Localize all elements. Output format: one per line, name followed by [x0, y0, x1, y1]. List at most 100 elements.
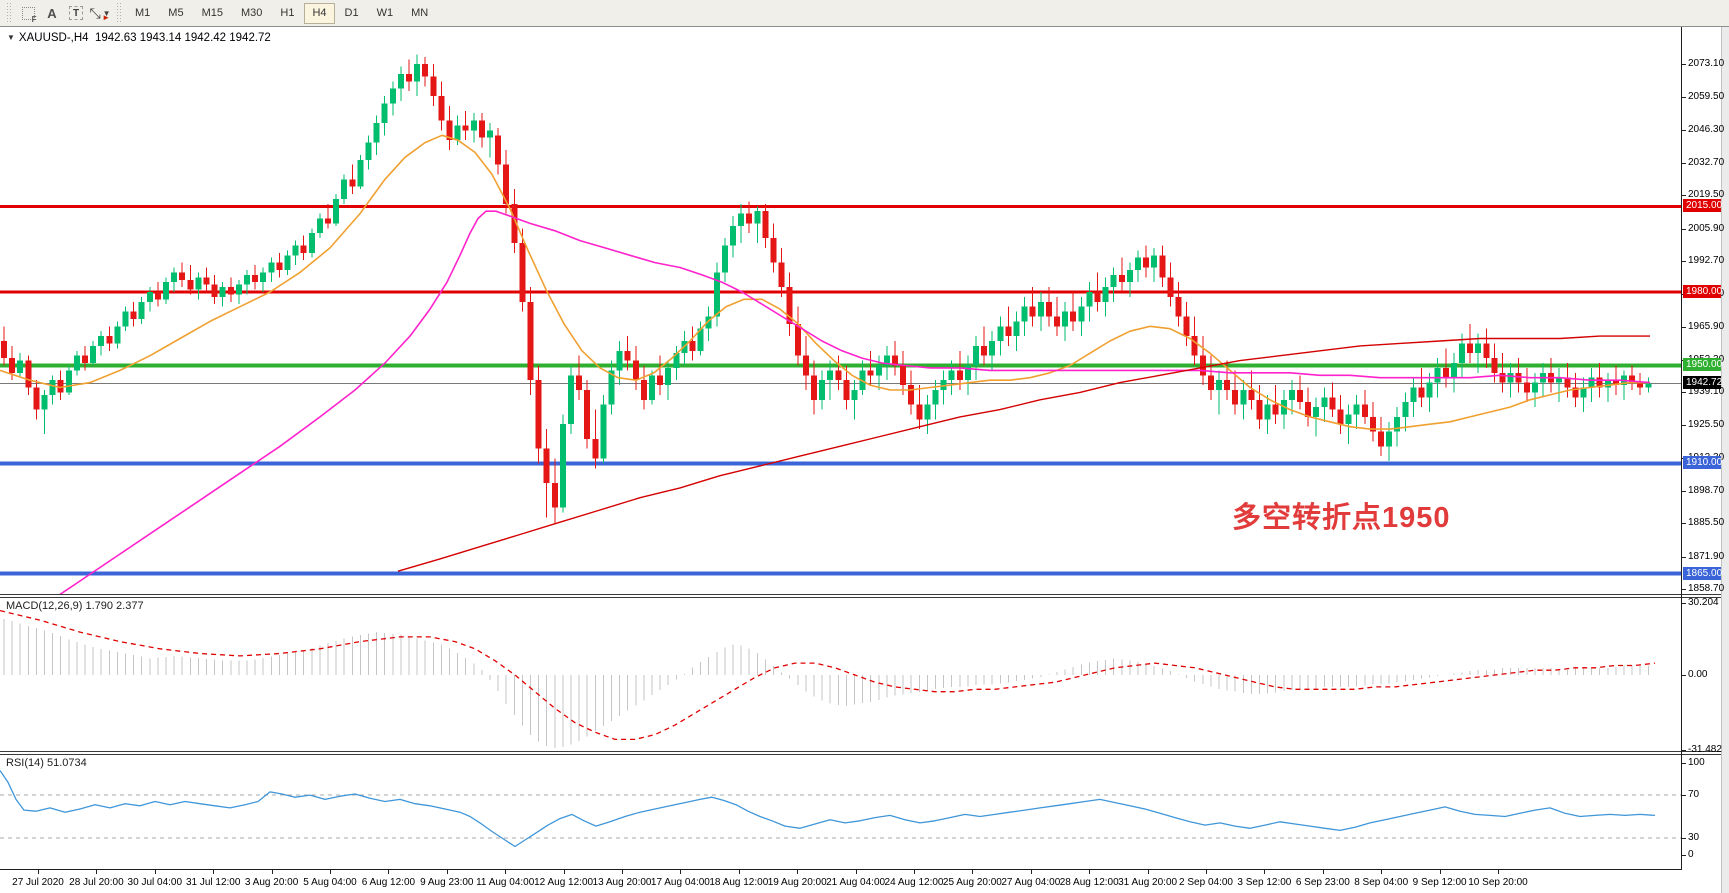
candle-body — [981, 345, 988, 356]
candle-body — [778, 262, 785, 288]
text-label-icon[interactable]: T — [65, 2, 87, 24]
candle-body — [657, 375, 664, 386]
candle-body — [365, 142, 372, 160]
candle-body — [689, 340, 696, 351]
ohlc-values: 1942.63 1943.14 1942.42 1942.72 — [94, 32, 271, 44]
candle-body — [1151, 255, 1158, 268]
price-tick-mark — [1682, 97, 1686, 99]
candle-body — [138, 301, 145, 319]
candle-body — [1199, 355, 1206, 376]
hline-price-label: 1910.00 — [1683, 456, 1722, 470]
candle-body — [98, 336, 105, 346]
candle-body — [1272, 404, 1279, 415]
date-label: 25 Aug 20:00 — [942, 877, 1002, 888]
date-tick-mark — [1498, 870, 1499, 874]
candle-body — [462, 125, 469, 131]
toolbar-grip-icon[interactable] — [6, 3, 12, 23]
timeframe-button-m1[interactable]: M1 — [135, 7, 151, 19]
candle-body — [1483, 343, 1490, 359]
candle-body — [389, 88, 396, 104]
chevron-down-icon[interactable]: ▼ — [102, 8, 111, 18]
date-tick-mark — [1147, 870, 1149, 874]
candle-body — [519, 243, 526, 302]
timeframe-button-w1[interactable]: W1 — [376, 7, 394, 19]
date-label: 18 Aug 12:00 — [709, 877, 769, 888]
candle-body — [851, 389, 858, 400]
timeframe-button-h4[interactable]: H4 — [304, 2, 335, 24]
timeframe-button-d1[interactable]: D1 — [344, 7, 359, 19]
candle-body — [1175, 296, 1182, 317]
candle-body — [252, 274, 259, 283]
timeframe-button-mn[interactable]: MN — [411, 7, 429, 19]
price-tick-mark — [1682, 260, 1686, 262]
candle-body — [713, 272, 720, 317]
candle-body — [1572, 387, 1579, 398]
candle-body — [171, 272, 178, 283]
time-axis[interactable]: 27 Jul 2020 28 Jul 20:00 30 Jul 04:00 31 Ju… — [0, 869, 1682, 893]
main-chart-canvas[interactable] — [0, 27, 1682, 594]
date-tick-mark — [1089, 870, 1091, 874]
candle-body — [179, 272, 186, 280]
candle-body — [1264, 404, 1271, 420]
rsi-label: RSI(14) 51.0734 — [6, 757, 87, 769]
timeframe-button-m30[interactable]: M30 — [240, 7, 263, 19]
rsi-canvas[interactable] — [0, 755, 1682, 869]
font-a-icon[interactable]: A — [47, 5, 57, 21]
arrows-tool-icon[interactable]: ⤡ ► ▼ — [89, 4, 111, 23]
price-tick-label: 2073.10 — [1688, 58, 1725, 69]
candle-body — [276, 262, 283, 270]
macd-signal-line — [0, 609, 1656, 741]
candle-body — [1418, 387, 1425, 398]
date-tick-mark — [1206, 870, 1207, 874]
candle-body — [300, 245, 307, 253]
date-tick-mark — [330, 870, 331, 874]
timeframe-button-m15[interactable]: M15 — [201, 7, 223, 19]
price-tick-mark — [1682, 162, 1686, 164]
main-chart-panel[interactable] — [0, 27, 1682, 594]
price-tick-mark — [1682, 556, 1686, 558]
date-tick-mark — [271, 870, 273, 874]
candle-body — [1118, 274, 1125, 283]
candle-body — [316, 218, 323, 234]
macd-indicator-panel[interactable] — [0, 598, 1682, 751]
panel-separator[interactable] — [0, 751, 1729, 755]
candle-body — [90, 345, 97, 364]
chevron-down-icon[interactable]: ▼ — [7, 33, 15, 42]
date-tick-mark — [738, 870, 740, 874]
date-label: 31 Aug 20:00 — [1118, 877, 1178, 888]
candle-body — [1248, 389, 1255, 400]
price-tick-label: 1939.10 — [1688, 386, 1725, 398]
candle-body — [762, 211, 769, 239]
candle-body — [325, 218, 331, 224]
grid-f-icon[interactable]: F — [17, 2, 39, 24]
macd-histogram — [3, 618, 1649, 748]
rsi-indicator-panel[interactable] — [0, 755, 1682, 869]
candle-body — [1596, 377, 1603, 388]
candle-body — [146, 292, 153, 302]
candle-body — [478, 120, 485, 138]
macd-canvas[interactable] — [0, 598, 1682, 751]
fast-ma-line — [0, 134, 1650, 430]
candle-body — [721, 245, 728, 273]
macd-label: MACD(12,26,9) 1.790 2.377 — [6, 600, 144, 612]
candle-body — [381, 103, 388, 124]
candle-body — [1337, 409, 1344, 425]
candle-body — [284, 255, 291, 270]
toolbar-grip-icon[interactable] — [116, 3, 122, 23]
candle-body — [1369, 416, 1376, 432]
price-tick-mark — [1682, 326, 1686, 328]
price-tick-label: 2032.70 — [1688, 156, 1725, 168]
timeframe-button-h1[interactable]: H1 — [280, 7, 295, 19]
price-tick-mark — [1682, 228, 1686, 230]
candle-body — [543, 448, 550, 484]
date-tick-mark — [505, 870, 507, 874]
dotted-box-icon: F — [21, 6, 37, 24]
price-tick-label: 1992.70 — [1688, 254, 1725, 266]
candle-body — [616, 350, 623, 371]
date-tick-mark — [680, 870, 682, 874]
timeframe-button-m5[interactable]: M5 — [168, 7, 184, 19]
price-tick-label: 2005.90 — [1688, 222, 1725, 234]
panel-separator[interactable] — [0, 594, 1729, 598]
price-tick-label: 2019.50 — [1688, 189, 1725, 201]
macd-tick-mark — [1682, 602, 1686, 604]
